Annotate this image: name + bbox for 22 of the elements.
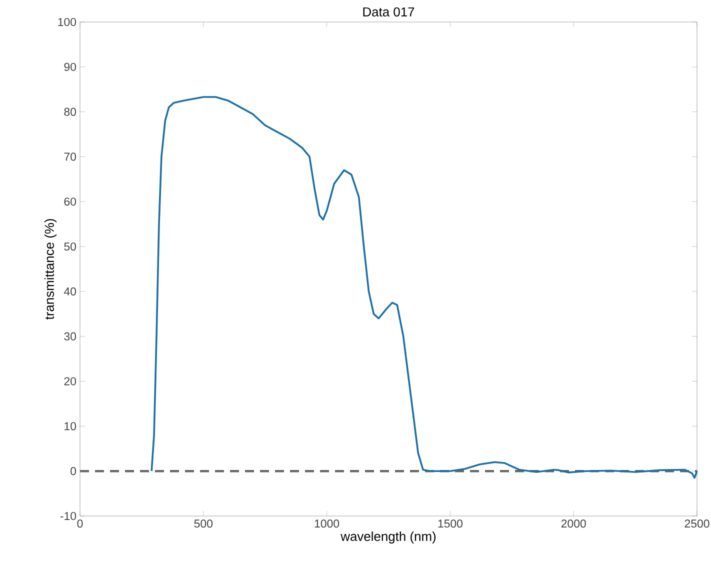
y-tick-label: 0	[70, 467, 76, 476]
y-axis-title: transmittance (%)	[44, 219, 57, 320]
x-tick-label: 500	[194, 520, 213, 528]
x-axis-title: wavelength (nm)	[340, 531, 436, 544]
x-tick-label: 2500	[684, 520, 710, 528]
y-tick-label: 60	[64, 198, 76, 206]
y-tick-label: -10	[60, 512, 76, 520]
y-tick-label: 100	[58, 18, 76, 26]
line-series	[150, 96, 698, 479]
x-tick-label: 0	[77, 520, 83, 528]
y-tick-label: 50	[64, 242, 76, 251]
y-tick-label: 20	[64, 377, 76, 386]
chart-title: Data 017	[363, 7, 414, 16]
y-tick-label: 70	[64, 152, 76, 161]
x-tick-label: 1500	[438, 520, 462, 528]
y-tick-label: 10	[64, 422, 76, 430]
x-tick-label: 1000	[314, 520, 340, 528]
y-tick-label: 90	[64, 62, 76, 71]
x-tick-label: 2000	[561, 520, 586, 528]
y-tick-label: 80	[64, 108, 76, 116]
y-tick-label: 30	[64, 332, 76, 340]
y-tick-label: 40	[64, 287, 76, 296]
